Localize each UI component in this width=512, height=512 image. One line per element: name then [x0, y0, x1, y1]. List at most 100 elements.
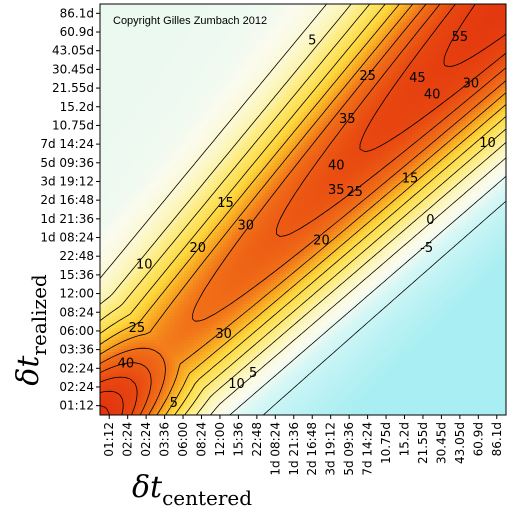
color-cell: [343, 16, 347, 20]
color-cell: [493, 85, 497, 89]
color-cell: [238, 85, 242, 89]
color-cell: [313, 25, 317, 29]
color-cell: [367, 94, 371, 98]
color-cell: [184, 46, 188, 50]
color-cell: [385, 52, 389, 56]
color-cell: [496, 109, 500, 113]
color-cell: [121, 13, 125, 17]
color-cell: [241, 97, 245, 101]
color-cell: [391, 58, 395, 62]
color-cell: [343, 7, 347, 11]
color-cell: [310, 43, 314, 47]
color-cell: [397, 76, 401, 80]
color-cell: [190, 64, 194, 68]
color-cell: [181, 19, 185, 23]
color-cell: [265, 103, 269, 107]
color-cell: [196, 112, 200, 116]
color-cell: [361, 13, 365, 17]
color-cell: [127, 70, 131, 74]
color-cell: [484, 91, 488, 95]
color-cell: [460, 100, 464, 104]
color-cell: [415, 94, 419, 98]
color-cell: [148, 52, 152, 56]
color-cell: [283, 10, 287, 14]
color-cell: [487, 91, 491, 95]
color-cell: [499, 31, 503, 35]
color-cell: [130, 10, 134, 14]
color-cell: [265, 79, 269, 83]
color-cell: [358, 13, 362, 17]
color-cell: [238, 58, 242, 62]
color-cell: [361, 16, 365, 20]
color-cell: [460, 58, 464, 62]
color-cell: [502, 91, 506, 95]
color-cell: [100, 4, 104, 8]
color-cell: [235, 73, 239, 77]
color-cell: [412, 91, 416, 95]
color-cell: [190, 55, 194, 59]
color-cell: [457, 64, 461, 68]
color-cell: [322, 7, 326, 11]
color-cell: [193, 7, 197, 11]
color-cell: [142, 91, 146, 95]
color-cell: [115, 49, 119, 53]
color-cell: [265, 55, 269, 59]
color-cell: [418, 82, 422, 86]
color-cell: [475, 16, 479, 20]
color-cell: [232, 61, 236, 65]
color-cell: [106, 100, 110, 104]
color-cell: [412, 97, 416, 101]
color-cell: [421, 97, 425, 101]
color-cell: [370, 100, 374, 104]
color-cell: [469, 16, 473, 20]
color-cell: [130, 37, 134, 41]
color-cell: [226, 7, 230, 11]
color-cell: [397, 37, 401, 41]
color-cell: [502, 109, 506, 113]
color-cell: [163, 100, 167, 104]
color-cell: [349, 91, 353, 95]
color-cell: [364, 100, 368, 104]
color-cell: [448, 82, 452, 86]
color-cell: [274, 46, 278, 50]
color-cell: [325, 10, 329, 14]
color-cell: [490, 76, 494, 80]
color-cell: [109, 106, 113, 110]
color-cell: [412, 76, 416, 80]
color-cell: [277, 40, 281, 44]
color-cell: [223, 61, 227, 65]
color-cell: [421, 40, 425, 44]
color-cell: [232, 64, 236, 68]
color-cell: [409, 55, 413, 59]
color-cell: [304, 43, 308, 47]
color-cell: [409, 88, 413, 92]
color-cell: [190, 37, 194, 41]
color-cell: [334, 91, 338, 95]
color-cell: [352, 94, 356, 98]
color-cell: [193, 58, 197, 62]
color-cell: [391, 52, 395, 56]
color-cell: [382, 19, 386, 23]
color-cell: [352, 76, 356, 80]
color-cell: [406, 106, 410, 110]
color-cell: [259, 19, 263, 23]
color-cell: [433, 7, 437, 11]
color-cell: [214, 109, 218, 113]
color-cell: [325, 103, 329, 107]
color-cell: [277, 100, 281, 104]
color-cell: [136, 34, 140, 38]
color-cell: [502, 97, 506, 101]
color-cell: [247, 88, 251, 92]
color-cell: [268, 70, 272, 74]
color-cell: [427, 52, 431, 56]
color-cell: [286, 58, 290, 62]
color-cell: [295, 40, 299, 44]
color-cell: [349, 67, 353, 71]
color-cell: [268, 76, 272, 80]
color-cell: [388, 22, 392, 26]
color-cell: [490, 10, 494, 14]
color-cell: [454, 31, 458, 35]
color-cell: [415, 73, 419, 77]
color-cell: [289, 73, 293, 77]
color-cell: [358, 91, 362, 95]
